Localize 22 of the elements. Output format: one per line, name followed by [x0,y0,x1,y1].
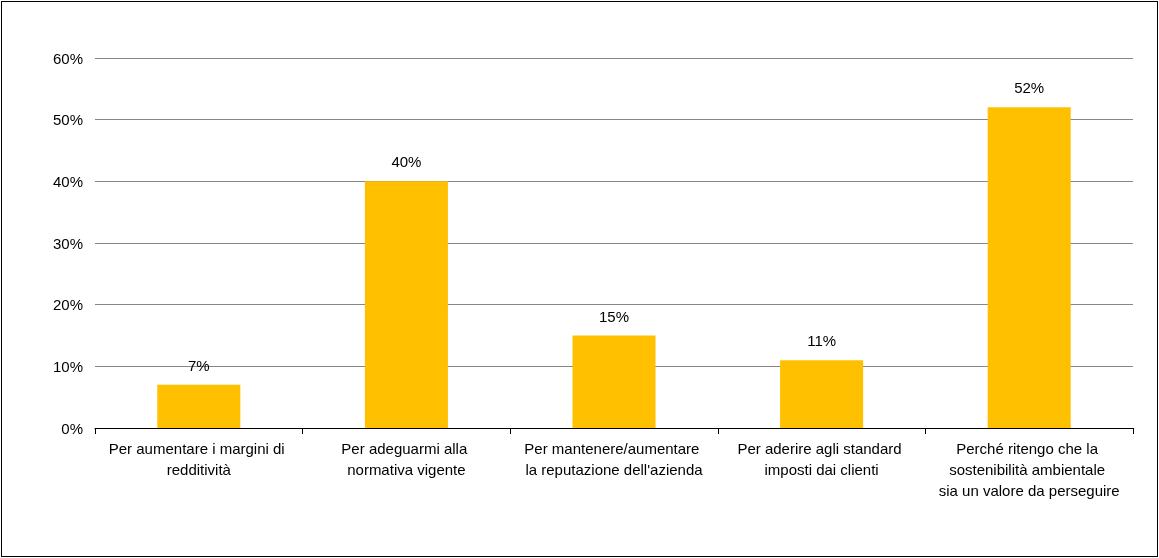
bar [157,384,241,428]
y-tick-label: 50% [52,111,83,129]
y-tick-label: 40% [52,172,83,190]
y-tick-label: 10% [52,357,83,375]
y-tick-label: 0% [61,419,83,437]
data-label: 15% [598,307,630,325]
x-tick-label: Per mantenere/aumentare la reputazione dell'azienda [524,440,704,478]
x-tick-label: Per adeguarmi alla normativa vigente [341,440,472,478]
data-label: 40% [391,153,422,171]
data-label: 52% [1014,79,1045,97]
x-tick-label: Perché ritengo che la sostenibilità ambientale sia un valore da perseguire [938,440,1120,499]
bar [780,360,864,428]
y-tick-label: 30% [52,234,83,252]
data-label: 11% [807,332,837,350]
bar [987,107,1071,428]
x-tick-label: Per aderire agli standard imposti dai clienti [737,440,906,478]
data-label: 7% [187,356,210,374]
y-tick-label: 20% [52,296,83,314]
y-tick-label: 60% [52,49,83,67]
bar [364,181,448,428]
bar [572,335,656,428]
x-tick-label: Per aumentare i margini di redditività [108,440,289,478]
